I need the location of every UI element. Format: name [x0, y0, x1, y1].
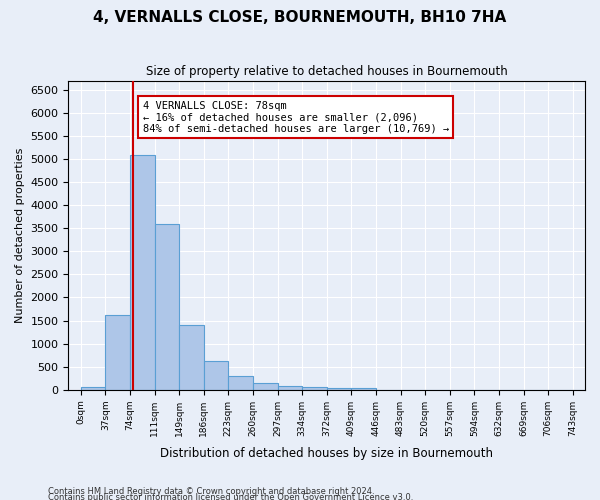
Bar — [253, 384, 278, 390]
Bar — [179, 325, 204, 390]
Bar — [204, 361, 229, 390]
X-axis label: Distribution of detached houses by size in Bournemouth: Distribution of detached houses by size … — [160, 447, 493, 460]
Text: Contains public sector information licensed under the Open Government Licence v3: Contains public sector information licen… — [48, 492, 413, 500]
Bar — [302, 388, 327, 390]
Text: Contains HM Land Registry data © Crown copyright and database right 2024.: Contains HM Land Registry data © Crown c… — [48, 487, 374, 496]
Text: 4, VERNALLS CLOSE, BOURNEMOUTH, BH10 7HA: 4, VERNALLS CLOSE, BOURNEMOUTH, BH10 7HA — [94, 10, 506, 25]
Bar — [106, 314, 130, 390]
Title: Size of property relative to detached houses in Bournemouth: Size of property relative to detached ho… — [146, 65, 508, 78]
Bar — [155, 224, 179, 390]
Bar — [352, 388, 376, 390]
Text: 4 VERNALLS CLOSE: 78sqm
← 16% of detached houses are smaller (2,096)
84% of semi: 4 VERNALLS CLOSE: 78sqm ← 16% of detache… — [143, 100, 449, 134]
Bar — [130, 156, 155, 390]
Bar — [81, 387, 106, 390]
Bar — [327, 388, 352, 390]
Bar — [278, 386, 302, 390]
Bar — [229, 376, 253, 390]
Y-axis label: Number of detached properties: Number of detached properties — [15, 148, 25, 323]
